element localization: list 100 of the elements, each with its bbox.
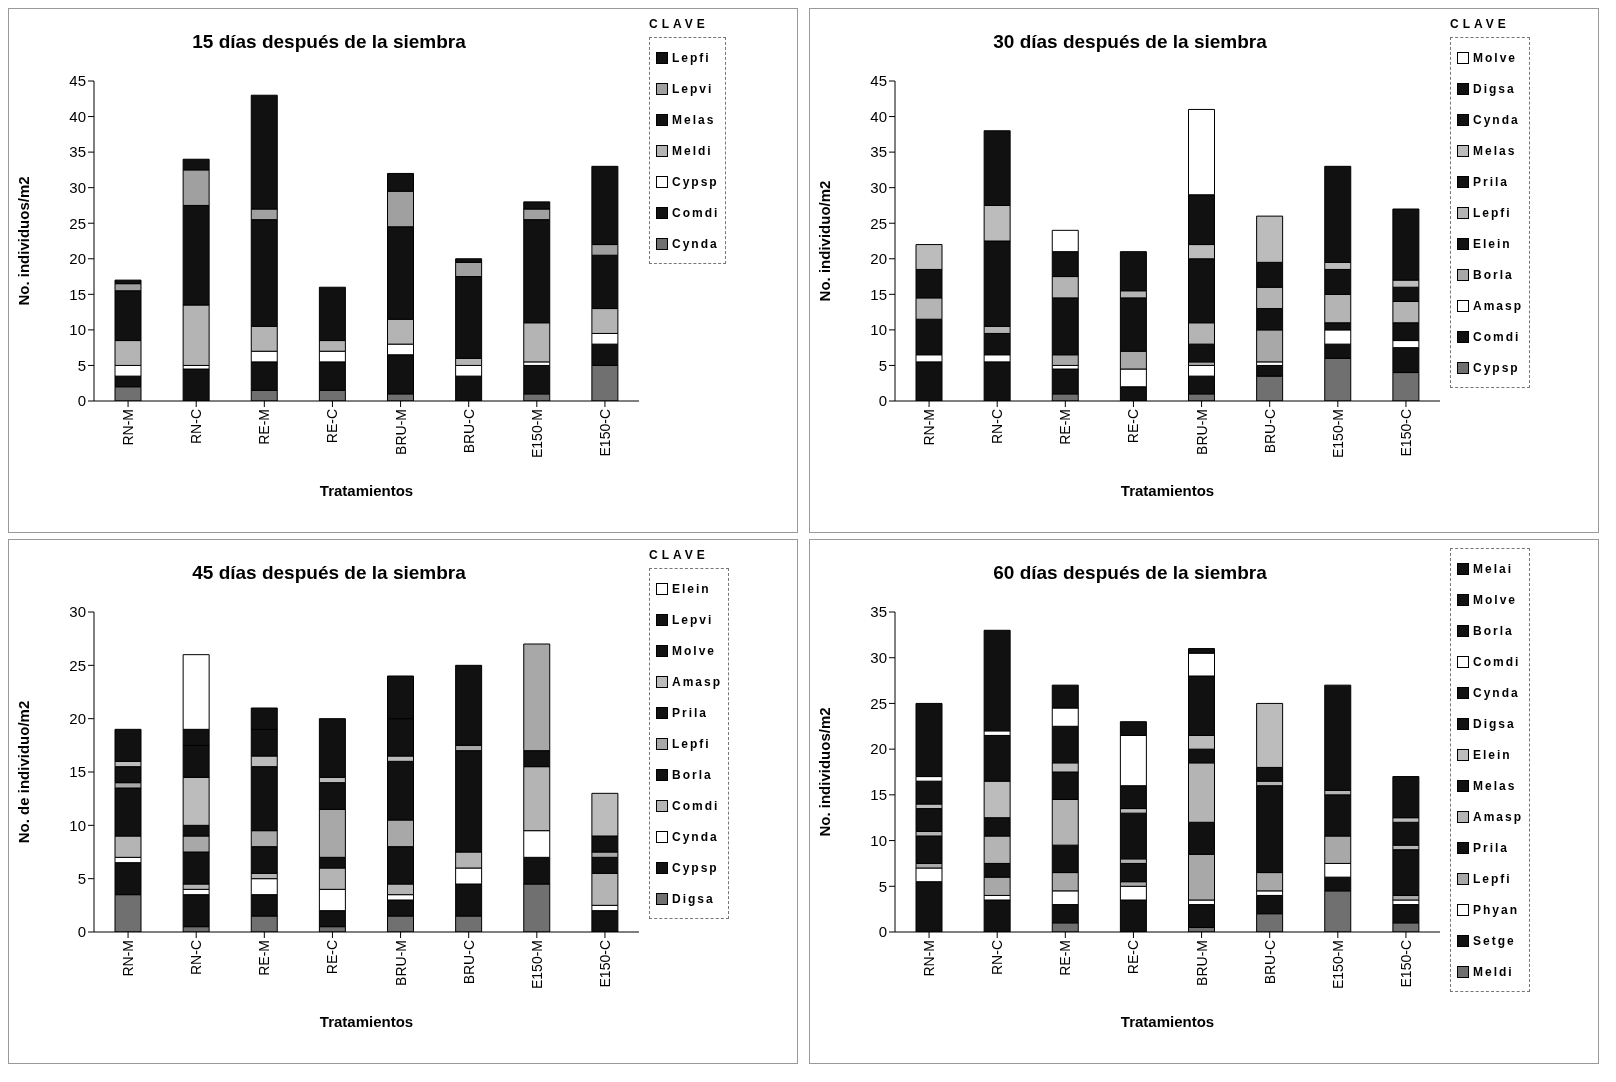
legend-label: Amasp xyxy=(672,674,723,689)
legend-label: Elein xyxy=(1473,236,1512,251)
y-axis-title: No. individuo/m2 xyxy=(816,180,834,302)
y-tick-label: 10 xyxy=(870,321,887,339)
y-tick-label: 15 xyxy=(870,285,887,303)
legend-label: Elein xyxy=(672,581,711,596)
x-axis-title: Tratamientos xyxy=(1120,1013,1215,1030)
x-tick-label: RN-C xyxy=(188,409,205,444)
x-tick-label: E150-M xyxy=(528,940,545,990)
bar xyxy=(1188,904,1215,928)
x-tick-label: E150-M xyxy=(528,409,545,459)
y-tick-label: 5 xyxy=(878,356,887,374)
bar xyxy=(983,629,1011,732)
legend-label: Melas xyxy=(1473,778,1517,793)
legend-label: Cynda xyxy=(1473,112,1520,127)
y-tick-label: 40 xyxy=(870,107,887,125)
y-tick-label: 0 xyxy=(878,923,887,941)
y-tick-label: 45 xyxy=(69,72,86,90)
legend-label: Molve xyxy=(672,643,717,658)
x-tick-label: E150-C xyxy=(596,409,613,457)
y-tick-label: 25 xyxy=(870,694,887,712)
x-axis-title: Tratamientos xyxy=(1120,482,1215,499)
x-tick-label: E150-C xyxy=(1397,409,1414,457)
bar xyxy=(1392,776,1420,819)
legend-label: Elein xyxy=(1473,747,1512,762)
x-tick-label: BRU-M xyxy=(1193,940,1210,986)
legend-label: Prila xyxy=(1473,840,1510,855)
x-tick-label: BRU-C xyxy=(1261,940,1278,985)
x-tick-label: RN-M xyxy=(921,940,937,977)
x-tick-label: BRU-M xyxy=(392,409,409,455)
y-axis-title: No. individuos/m2 xyxy=(816,707,834,837)
bar xyxy=(182,894,210,928)
x-tick-label: RE-C xyxy=(324,409,341,444)
x-tick-label: RN-M xyxy=(120,940,136,977)
legend-label: Comdi xyxy=(1473,654,1521,669)
y-tick-label: 35 xyxy=(870,143,887,161)
legend-label: Amasp xyxy=(1473,809,1524,824)
y-axis-title: No. de individuo/m2 xyxy=(15,700,33,844)
x-tick-label: RE-M xyxy=(256,940,273,976)
x-tick-label: RE-M xyxy=(1057,940,1074,976)
legend-label: Borla xyxy=(672,767,713,782)
y-tick-label: 25 xyxy=(69,214,86,232)
legend-label: Cynda xyxy=(1473,685,1520,700)
bar xyxy=(1392,821,1420,846)
bar xyxy=(1119,862,1147,883)
x-tick-label: RN-M xyxy=(921,409,937,446)
legend-label: Comdi xyxy=(672,205,720,220)
legend-label: Borla xyxy=(1473,267,1514,282)
legend-label: Comdi xyxy=(1473,329,1521,344)
legend-label: Meldi xyxy=(672,143,713,158)
legend-label: Lepfi xyxy=(672,736,711,751)
y-tick-label: 20 xyxy=(69,250,86,268)
x-tick-label: RE-C xyxy=(324,940,341,975)
y-tick-label: 40 xyxy=(69,107,86,125)
bar xyxy=(1119,812,1147,860)
legend-label: Borla xyxy=(1473,623,1514,638)
legend-label: Molve xyxy=(1473,592,1518,607)
x-tick-label: E150-C xyxy=(596,940,613,988)
x-tick-label: E150-M xyxy=(1329,940,1346,990)
legend-label: Melai xyxy=(1473,561,1514,576)
x-tick-label: E150-C xyxy=(1397,940,1414,988)
y-axis-title: No. individuos/m2 xyxy=(15,176,33,306)
x-tick-label: BRU-C xyxy=(1261,409,1278,454)
x-tick-label: RN-C xyxy=(989,940,1006,975)
legend-label: Cypsp xyxy=(1473,360,1520,375)
y-tick-label: 5 xyxy=(77,356,86,374)
x-tick-label: E150-M xyxy=(1329,409,1346,459)
y-tick-label: 5 xyxy=(77,869,86,887)
y-tick-label: 0 xyxy=(77,923,86,941)
legend-label: Prila xyxy=(672,705,709,720)
x-tick-label: RE-M xyxy=(1057,409,1074,445)
y-tick-label: 10 xyxy=(870,831,887,849)
legend-label: Lepvi xyxy=(672,612,714,627)
y-tick-label: 5 xyxy=(878,877,887,895)
y-tick-label: 20 xyxy=(870,740,887,758)
x-axis-title: Tratamientos xyxy=(319,482,414,499)
y-tick-label: 20 xyxy=(870,250,887,268)
y-tick-label: 35 xyxy=(69,143,86,161)
legend-label: Prila xyxy=(1473,174,1510,189)
legend-title: CLAVE xyxy=(1450,17,1511,31)
bar xyxy=(915,780,943,805)
chart-title: 15 días después de la siembra xyxy=(192,31,466,53)
y-tick-label: 15 xyxy=(69,763,86,781)
x-tick-label: RE-M xyxy=(256,409,273,445)
y-tick-label: 30 xyxy=(870,178,887,196)
x-tick-label: BRU-M xyxy=(392,940,409,986)
chart-title: 45 días después de la siembra xyxy=(192,562,466,584)
legend-label: Melas xyxy=(1473,143,1517,158)
legend-label: Digsa xyxy=(672,891,715,906)
y-tick-label: 25 xyxy=(69,656,86,674)
y-tick-label: 15 xyxy=(69,285,86,303)
legend-label: Cynda xyxy=(672,236,719,251)
bar xyxy=(915,702,943,778)
x-tick-label: BRU-C xyxy=(460,409,477,454)
y-tick-label: 30 xyxy=(69,603,86,621)
legend-label: Meldi xyxy=(1473,964,1514,979)
y-tick-label: 0 xyxy=(878,392,887,410)
legend-title: CLAVE xyxy=(649,17,710,31)
legend-label: Comdi xyxy=(672,798,720,813)
legend-label: Lepvi xyxy=(672,81,714,96)
